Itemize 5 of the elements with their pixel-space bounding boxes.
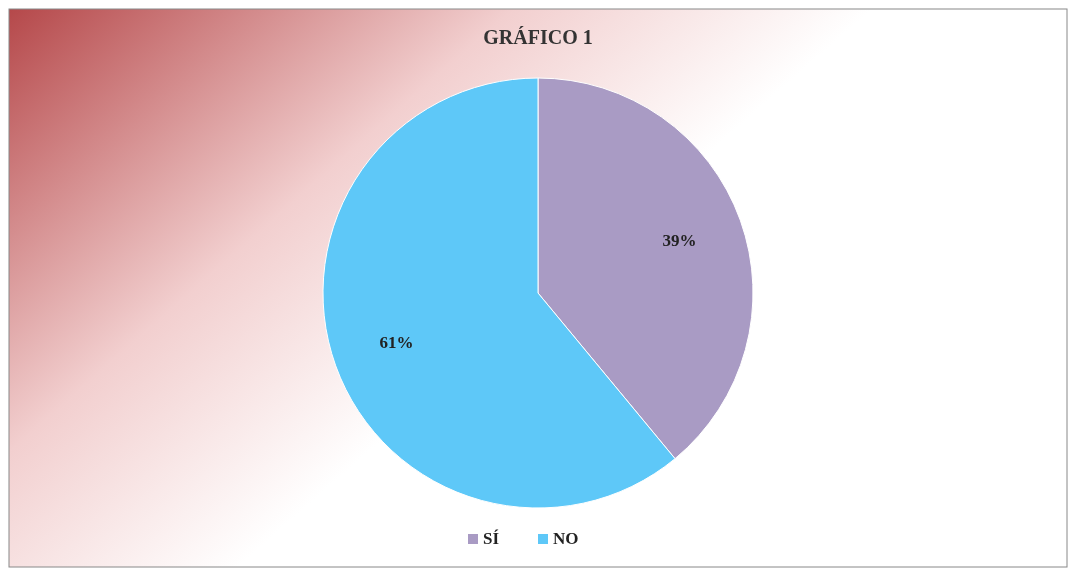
data-label: 61%: [379, 332, 414, 352]
chart-title: GRÁFICO 1: [483, 26, 593, 48]
legend-label: SÍ: [483, 529, 500, 548]
legend-label: NO: [553, 529, 579, 548]
data-label: 39%: [662, 230, 697, 250]
